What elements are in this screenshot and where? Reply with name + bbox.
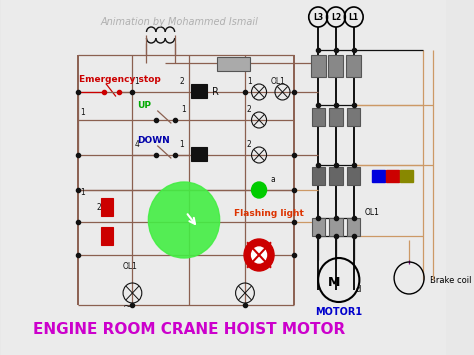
Text: 2: 2 bbox=[179, 77, 184, 86]
Text: 1: 1 bbox=[179, 140, 184, 149]
Text: MOTOR1: MOTOR1 bbox=[315, 307, 362, 317]
Text: ~: ~ bbox=[123, 302, 132, 312]
Bar bbox=[311, 108, 325, 126]
Text: 2: 2 bbox=[247, 105, 252, 114]
Bar bbox=[310, 55, 326, 77]
Text: Animation by Mohammed Ismail: Animation by Mohammed Ismail bbox=[100, 17, 258, 27]
Text: a: a bbox=[270, 175, 275, 184]
Bar bbox=[328, 55, 344, 77]
Bar bbox=[101, 227, 113, 245]
Bar bbox=[386, 170, 399, 182]
Bar bbox=[347, 108, 360, 126]
Text: DOWN: DOWN bbox=[137, 136, 170, 145]
Text: OL2: OL2 bbox=[255, 262, 269, 271]
Text: 1: 1 bbox=[80, 188, 85, 197]
Text: OL1: OL1 bbox=[123, 262, 138, 271]
Bar bbox=[329, 108, 343, 126]
Text: 1: 1 bbox=[134, 77, 139, 86]
Text: UP: UP bbox=[137, 101, 151, 110]
Text: R: R bbox=[212, 87, 219, 97]
Bar bbox=[311, 218, 325, 236]
Text: 2: 2 bbox=[247, 140, 252, 149]
Text: Flashing light: Flashing light bbox=[234, 209, 303, 218]
Bar bbox=[400, 170, 413, 182]
Text: 1: 1 bbox=[80, 108, 85, 117]
Bar bbox=[347, 167, 360, 185]
Text: ENGINE ROOM CRANE HOIST MOTOR: ENGINE ROOM CRANE HOIST MOTOR bbox=[33, 322, 345, 338]
Text: 4: 4 bbox=[134, 140, 139, 149]
Text: L1: L1 bbox=[349, 12, 359, 22]
Circle shape bbox=[252, 247, 266, 263]
Text: d: d bbox=[356, 285, 361, 294]
Bar bbox=[101, 198, 113, 216]
Text: OL1: OL1 bbox=[270, 77, 285, 86]
Bar bbox=[372, 170, 385, 182]
Circle shape bbox=[244, 239, 274, 271]
Bar bbox=[191, 147, 208, 161]
Text: Emergency stop: Emergency stop bbox=[79, 76, 161, 84]
Text: 1: 1 bbox=[247, 77, 252, 86]
Text: L3: L3 bbox=[313, 12, 323, 22]
Bar bbox=[329, 167, 343, 185]
Text: L2: L2 bbox=[331, 12, 341, 22]
Bar bbox=[346, 55, 361, 77]
Bar bbox=[311, 167, 325, 185]
Bar bbox=[217, 57, 250, 71]
Text: OL1: OL1 bbox=[365, 208, 380, 217]
Text: M: M bbox=[328, 277, 340, 289]
Bar bbox=[191, 84, 208, 98]
Circle shape bbox=[252, 182, 266, 198]
Bar bbox=[347, 218, 360, 236]
Text: 1: 1 bbox=[181, 105, 186, 114]
Circle shape bbox=[148, 182, 219, 258]
Text: 2: 2 bbox=[97, 203, 101, 212]
Bar bbox=[329, 218, 343, 236]
Text: Brake coil: Brake coil bbox=[430, 276, 471, 285]
